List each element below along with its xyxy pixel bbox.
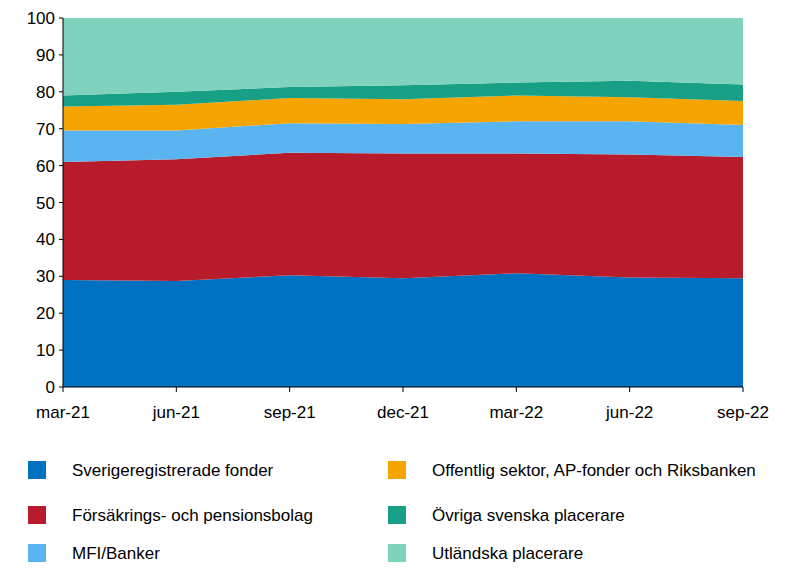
y-tick-label: 60 [36, 157, 55, 176]
y-tick-label: 20 [36, 304, 55, 323]
legend-swatch [388, 544, 406, 562]
area [63, 18, 743, 95]
y-tick-label: 90 [36, 46, 55, 65]
x-tick [63, 387, 64, 392]
legend-label: Försäkrings- och pensionsbolag [72, 506, 313, 525]
y-tick [59, 350, 63, 351]
y-tick [59, 239, 63, 240]
area [63, 273, 743, 387]
legend: Sverigeregistrerade fonder Försäkrings- o… [28, 461, 756, 563]
y-tick-label: 40 [36, 230, 55, 249]
x-tick [289, 387, 290, 392]
x-tick [629, 387, 630, 392]
legend-swatch [388, 506, 406, 524]
legend-swatch [28, 461, 46, 479]
areas [63, 18, 743, 387]
legend-label: MFI/Banker [72, 544, 160, 563]
y-tick-label: 30 [36, 267, 55, 286]
y-tick [59, 387, 63, 388]
x-tick [516, 387, 517, 392]
x-tick-label: jun-21 [152, 403, 200, 422]
x-tick-label: sep-22 [717, 403, 769, 422]
legend-label: Övriga svenska placerare [432, 506, 625, 525]
area [63, 153, 743, 281]
y-tick-label: 100 [27, 9, 55, 28]
x-tick-label: mar-21 [36, 403, 90, 422]
y-tick-label: 10 [36, 341, 55, 360]
y-tick [59, 276, 63, 277]
y-tick [59, 18, 63, 19]
legend-swatch [388, 461, 406, 479]
y-tick [59, 91, 63, 92]
legend-swatch [28, 506, 46, 524]
y-tick [59, 202, 63, 203]
legend-swatch [28, 544, 46, 562]
x-tick-label: mar-22 [489, 403, 543, 422]
x-tick [403, 387, 404, 392]
x-tick [743, 387, 744, 392]
y-tick [59, 54, 63, 55]
y-tick-label: 70 [36, 120, 55, 139]
x-tick-label: sep-21 [264, 403, 316, 422]
y-tick-label: 50 [36, 194, 55, 213]
x-tick [176, 387, 177, 392]
y-tick [59, 165, 63, 166]
legend-label: Sverigeregistrerade fonder [72, 461, 274, 480]
chart: 0 10 20 30 40 50 60 70 80 90 100 mar-21 jun-21 sep-21… [0, 0, 804, 576]
x-tick-label: dec-21 [377, 403, 429, 422]
legend-label: Utländska placerare [432, 544, 583, 563]
y-tick [59, 128, 63, 129]
y-tick-label: 80 [36, 83, 55, 102]
legend-label: Offentlig sektor, AP-fonder och Riksbank… [432, 461, 756, 480]
x-tick-label: jun-22 [605, 403, 653, 422]
y-tick-label: 0 [46, 378, 55, 397]
y-tick [59, 313, 63, 314]
